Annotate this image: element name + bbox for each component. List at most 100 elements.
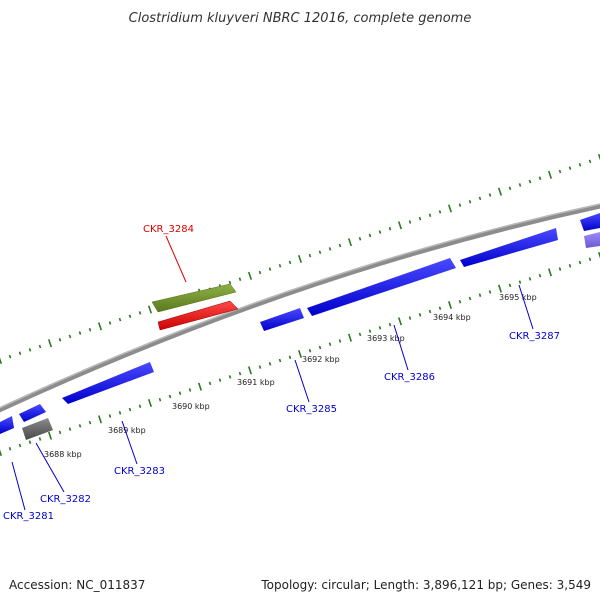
tick-mark — [318, 345, 322, 350]
gene-green[interactable] — [151, 283, 237, 313]
tick-mark — [47, 431, 53, 440]
gene-ckr-3284[interactable] — [157, 300, 239, 331]
gene-purple[interactable] — [584, 232, 600, 248]
tick-mark — [488, 290, 492, 294]
tick-mark — [258, 365, 262, 369]
tick-mark — [318, 250, 322, 255]
tick-mark — [18, 443, 22, 448]
tick-mark — [338, 339, 342, 343]
gene-ckr-3282-blue[interactable] — [19, 404, 46, 422]
tick-mark — [497, 187, 503, 196]
tick-mark — [388, 322, 392, 327]
tick-mark — [578, 260, 582, 265]
tick-mark — [328, 342, 332, 346]
gene-ckr-3283[interactable] — [62, 362, 154, 404]
tick-mark — [438, 210, 442, 214]
scale-label: 3690 kbp — [172, 402, 210, 411]
tick-mark — [147, 305, 153, 314]
gene-label-ckr-3285[interactable]: CKR_3285 — [286, 404, 337, 415]
lower-tick-track — [0, 251, 600, 457]
tick-mark — [268, 267, 272, 271]
tick-mark — [368, 329, 372, 333]
gene-label-ckr-3281[interactable]: CKR_3281 — [3, 511, 54, 522]
tick-mark — [597, 153, 600, 161]
tick-mark — [508, 186, 512, 191]
tick-mark — [97, 415, 103, 424]
tick-mark — [388, 226, 392, 231]
tick-mark — [568, 166, 572, 170]
tick-mark — [118, 317, 122, 322]
gene-ckr-3282[interactable] — [22, 418, 53, 440]
tick-mark — [368, 233, 372, 238]
tick-mark — [428, 213, 432, 218]
tick-mark — [68, 427, 72, 431]
tick-mark — [347, 238, 353, 247]
tick-mark — [8, 446, 12, 451]
gene-right-edge[interactable] — [580, 213, 600, 231]
map-title: Clostridium kluyveri NBRC 12016, complet… — [129, 11, 472, 26]
tick-mark — [488, 193, 492, 197]
gene-label-ckr-3283[interactable]: CKR_3283 — [114, 466, 165, 477]
gene-ckr-3285[interactable] — [260, 308, 304, 331]
tick-mark — [428, 309, 432, 314]
tick-mark — [518, 183, 522, 187]
tick-mark — [408, 220, 412, 224]
tick-mark — [288, 355, 292, 360]
tick-mark — [547, 170, 553, 179]
tick-mark — [358, 332, 362, 337]
tick-mark — [18, 351, 22, 356]
tick-mark — [378, 230, 382, 234]
gene-ckr-3287[interactable] — [460, 228, 558, 267]
tick-mark — [518, 280, 522, 284]
gene-ckr-3286[interactable] — [307, 258, 456, 316]
tick-mark — [47, 339, 53, 348]
tick-mark — [28, 348, 32, 352]
tick-mark — [418, 313, 422, 317]
gene-label-ckr-3287[interactable]: CKR_3287 — [509, 331, 560, 342]
tick-mark — [208, 381, 212, 386]
tick-mark — [238, 277, 242, 281]
tick-mark — [38, 344, 42, 349]
gene-label-ckr-3282[interactable]: CKR_3282 — [40, 494, 91, 505]
tick-mark — [358, 237, 362, 241]
upper-tick-track — [0, 153, 600, 365]
leader-ckr-3283 — [121, 420, 138, 465]
tick-mark — [588, 159, 592, 164]
tick-mark — [458, 203, 462, 207]
tick-mark — [408, 316, 412, 320]
gene-ckr-3281[interactable] — [0, 416, 14, 434]
tick-mark — [547, 268, 553, 277]
gene-leader-lines — [11, 235, 534, 511]
tick-mark — [288, 260, 292, 265]
tick-mark — [147, 398, 153, 408]
tick-mark — [308, 348, 312, 353]
tick-mark — [468, 199, 472, 204]
leader-ckr-3286 — [393, 324, 409, 371]
tick-mark — [128, 314, 132, 319]
gene-label-ckr-3286[interactable]: CKR_3286 — [384, 372, 435, 383]
tick-mark — [138, 311, 142, 315]
tick-mark — [478, 196, 482, 201]
accession-text: Accession: NC_011837 — [9, 578, 146, 592]
tick-mark — [338, 243, 342, 248]
tick-mark — [397, 317, 403, 326]
tick-mark — [538, 273, 542, 278]
tick-mark — [528, 277, 532, 281]
tick-mark — [458, 299, 462, 304]
gene-label-ckr-3284[interactable]: CKR_3284 — [143, 224, 194, 235]
tick-mark — [78, 424, 82, 428]
tick-mark — [468, 296, 472, 301]
tick-mark — [418, 216, 422, 221]
genome-backbone-highlight — [0, 203, 600, 409]
leader-ckr-3281 — [11, 461, 26, 511]
tick-mark — [108, 321, 112, 325]
tick-mark — [238, 371, 242, 376]
tick-mark — [478, 293, 482, 297]
leader-ckr-3285 — [294, 359, 310, 403]
gene-labels: CKR_3281 CKR_3282 CKR_3283 CKR_3284 CKR_… — [3, 224, 560, 522]
tick-mark — [447, 300, 453, 310]
scale-label: 3689 kbp — [108, 426, 146, 435]
tick-mark — [58, 338, 62, 342]
tick-mark — [197, 382, 203, 391]
tick-mark — [158, 397, 162, 402]
